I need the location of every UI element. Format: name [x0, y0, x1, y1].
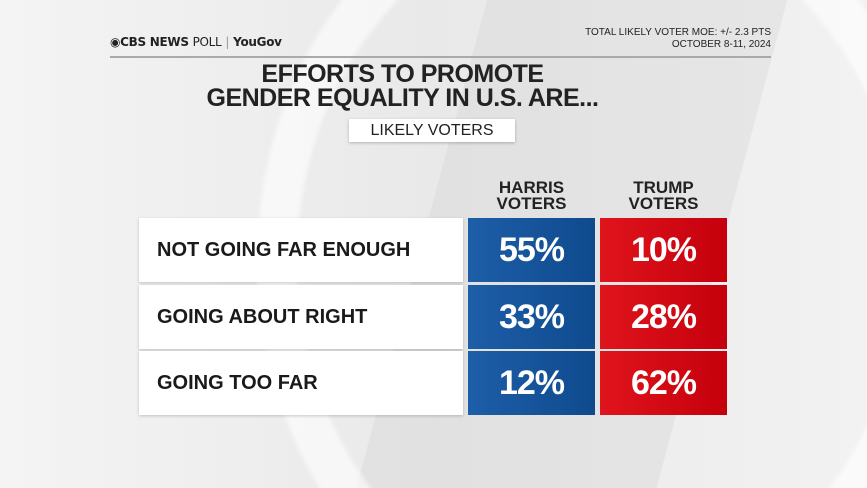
col-line: VOTERS [628, 194, 699, 213]
column-header-trump: TRUMP VOTERS [600, 178, 727, 213]
trump-value-cell: 10% [600, 218, 727, 282]
cbs-eye-icon: ◉ [110, 35, 121, 49]
harris-value-cell: 12% [468, 351, 595, 415]
col-line: HARRIS [498, 178, 565, 197]
logo-separator: | [225, 35, 230, 49]
trump-value-cell: 28% [600, 285, 727, 349]
cbs-news-poll-logo: ◉CBS NEWS POLL | YouGov [110, 35, 282, 49]
row-label: NOT GOING FAR ENOUGH [139, 218, 463, 282]
col-line: VOTERS [496, 194, 567, 213]
trump-value-cell: 62% [600, 351, 727, 415]
poll-info: TOTAL LIKELY VOTER MOE: +/- 2.3 PTS OCTOB… [585, 27, 771, 51]
brand-suffix: POLL [192, 35, 222, 49]
brand: CBS NEWS [120, 35, 189, 49]
col-line: TRUMP [633, 178, 694, 197]
row-label: GOING TOO FAR [139, 351, 463, 415]
title-line-1: EFFORTS TO PROMOTE [261, 60, 544, 88]
row-label: GOING ABOUT RIGHT [139, 285, 463, 349]
partner-logo: YouGov [233, 35, 282, 49]
title-line-2: GENDER EQUALITY IN U.S. ARE... [206, 84, 600, 112]
column-header-harris: HARRIS VOTERS [468, 178, 595, 213]
subtitle-tag: LIKELY VOTERS [349, 119, 515, 142]
harris-value-cell: 33% [468, 285, 595, 349]
chart-title: EFFORTS TO PROMOTE GENDER EQUALITY IN U.S… [150, 60, 655, 112]
poll-dates: OCTOBER 8-11, 2024 [671, 39, 771, 50]
harris-value-cell: 55% [468, 218, 595, 282]
divider [110, 56, 771, 58]
margin-of-error: TOTAL LIKELY VOTER MOE: +/- 2.3 PTS [585, 27, 771, 38]
